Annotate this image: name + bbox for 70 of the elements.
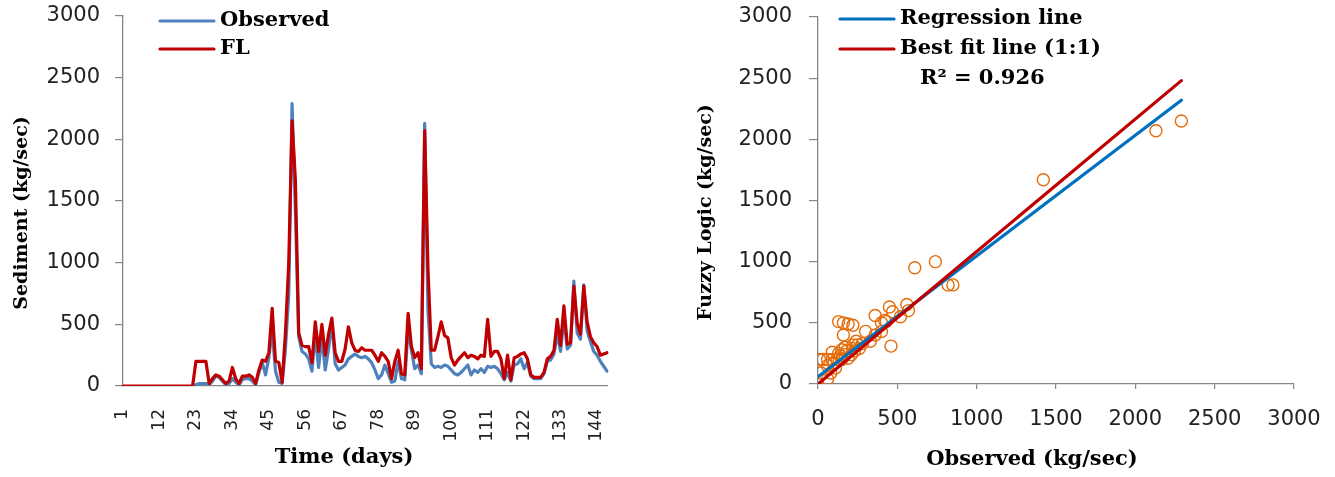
point — [908, 261, 922, 275]
x-tick-label: 23 — [184, 409, 205, 431]
y-tick-label: 1500 — [738, 186, 792, 211]
legend-label: Observed — [220, 6, 330, 32]
x-tick-label: 67 — [330, 409, 351, 431]
y-tick-label: 2500 — [738, 64, 792, 89]
x-tick-label: 3000 — [1267, 406, 1321, 431]
point — [831, 314, 846, 329]
x-tick-label: 1000 — [949, 406, 1004, 431]
y-tick-label: 1500 — [46, 187, 100, 212]
point — [901, 303, 916, 318]
point — [858, 324, 873, 339]
legend-label: Best fit line (1:1) — [900, 34, 1101, 60]
point — [928, 254, 943, 269]
point — [846, 318, 860, 332]
point — [1149, 124, 1163, 138]
point — [885, 305, 900, 319]
annotation: R² = 0.926 — [920, 64, 1045, 90]
y-tick-label: 0 — [86, 372, 100, 397]
x-tick-label: 78 — [366, 409, 387, 431]
point — [820, 372, 835, 384]
x-tick-label: 89 — [403, 409, 424, 431]
y-tick-label: 500 — [751, 309, 792, 334]
x-tick-label: 1500 — [1029, 406, 1083, 431]
y-tick-label: 1000 — [46, 249, 100, 274]
x-tick-label: 0 — [811, 406, 825, 431]
y-tick-label: 3000 — [738, 3, 792, 28]
y-axis-title: Sediment (kg/sec) — [8, 116, 31, 310]
point — [820, 352, 835, 367]
point — [946, 278, 960, 292]
x-tick-label: 133 — [549, 409, 570, 442]
point — [874, 324, 889, 339]
x-tick-label: 56 — [293, 409, 314, 431]
legend-label: FL — [220, 34, 250, 60]
y-tick-label: 1000 — [738, 248, 792, 273]
point — [836, 328, 851, 342]
x-tick-label: 2000 — [1108, 406, 1163, 431]
y-tick-label: 500 — [59, 310, 100, 335]
y-tick-label: 2500 — [46, 64, 100, 89]
x-tick-label: 45 — [257, 409, 278, 431]
point — [1174, 114, 1189, 128]
x-axis-title: Time (days) — [274, 443, 414, 469]
x-tick-label: 2500 — [1187, 406, 1242, 431]
x-tick-label: 34 — [220, 409, 241, 431]
legend-label: Regression line — [900, 4, 1083, 30]
point — [1036, 173, 1051, 187]
point — [825, 345, 839, 359]
y-axis-title: Fuzzy Logic (kg/sec) — [692, 104, 715, 321]
x-tick-label: 1 — [111, 409, 132, 420]
x-tick-label: 144 — [585, 409, 606, 442]
point — [863, 334, 878, 348]
point — [868, 328, 882, 342]
point — [836, 316, 851, 330]
point — [941, 278, 955, 292]
y-tick-label: 2000 — [738, 125, 792, 150]
y-tick-label: 3000 — [46, 2, 100, 27]
x-tick-label: 12 — [147, 409, 168, 431]
x-tick-label: 122 — [512, 409, 533, 442]
x-tick-label: 500 — [877, 406, 918, 431]
point — [841, 317, 855, 331]
y-tick-label: 0 — [778, 370, 792, 395]
point — [900, 297, 914, 312]
point — [882, 300, 897, 314]
x-tick-label: 100 — [439, 409, 460, 442]
x-tick-label: 111 — [476, 409, 497, 442]
point — [884, 339, 898, 353]
point — [893, 310, 908, 324]
y-tick-label: 2000 — [46, 125, 100, 150]
x-axis-title: Observed (kg/sec) — [926, 445, 1138, 471]
point — [868, 308, 882, 323]
